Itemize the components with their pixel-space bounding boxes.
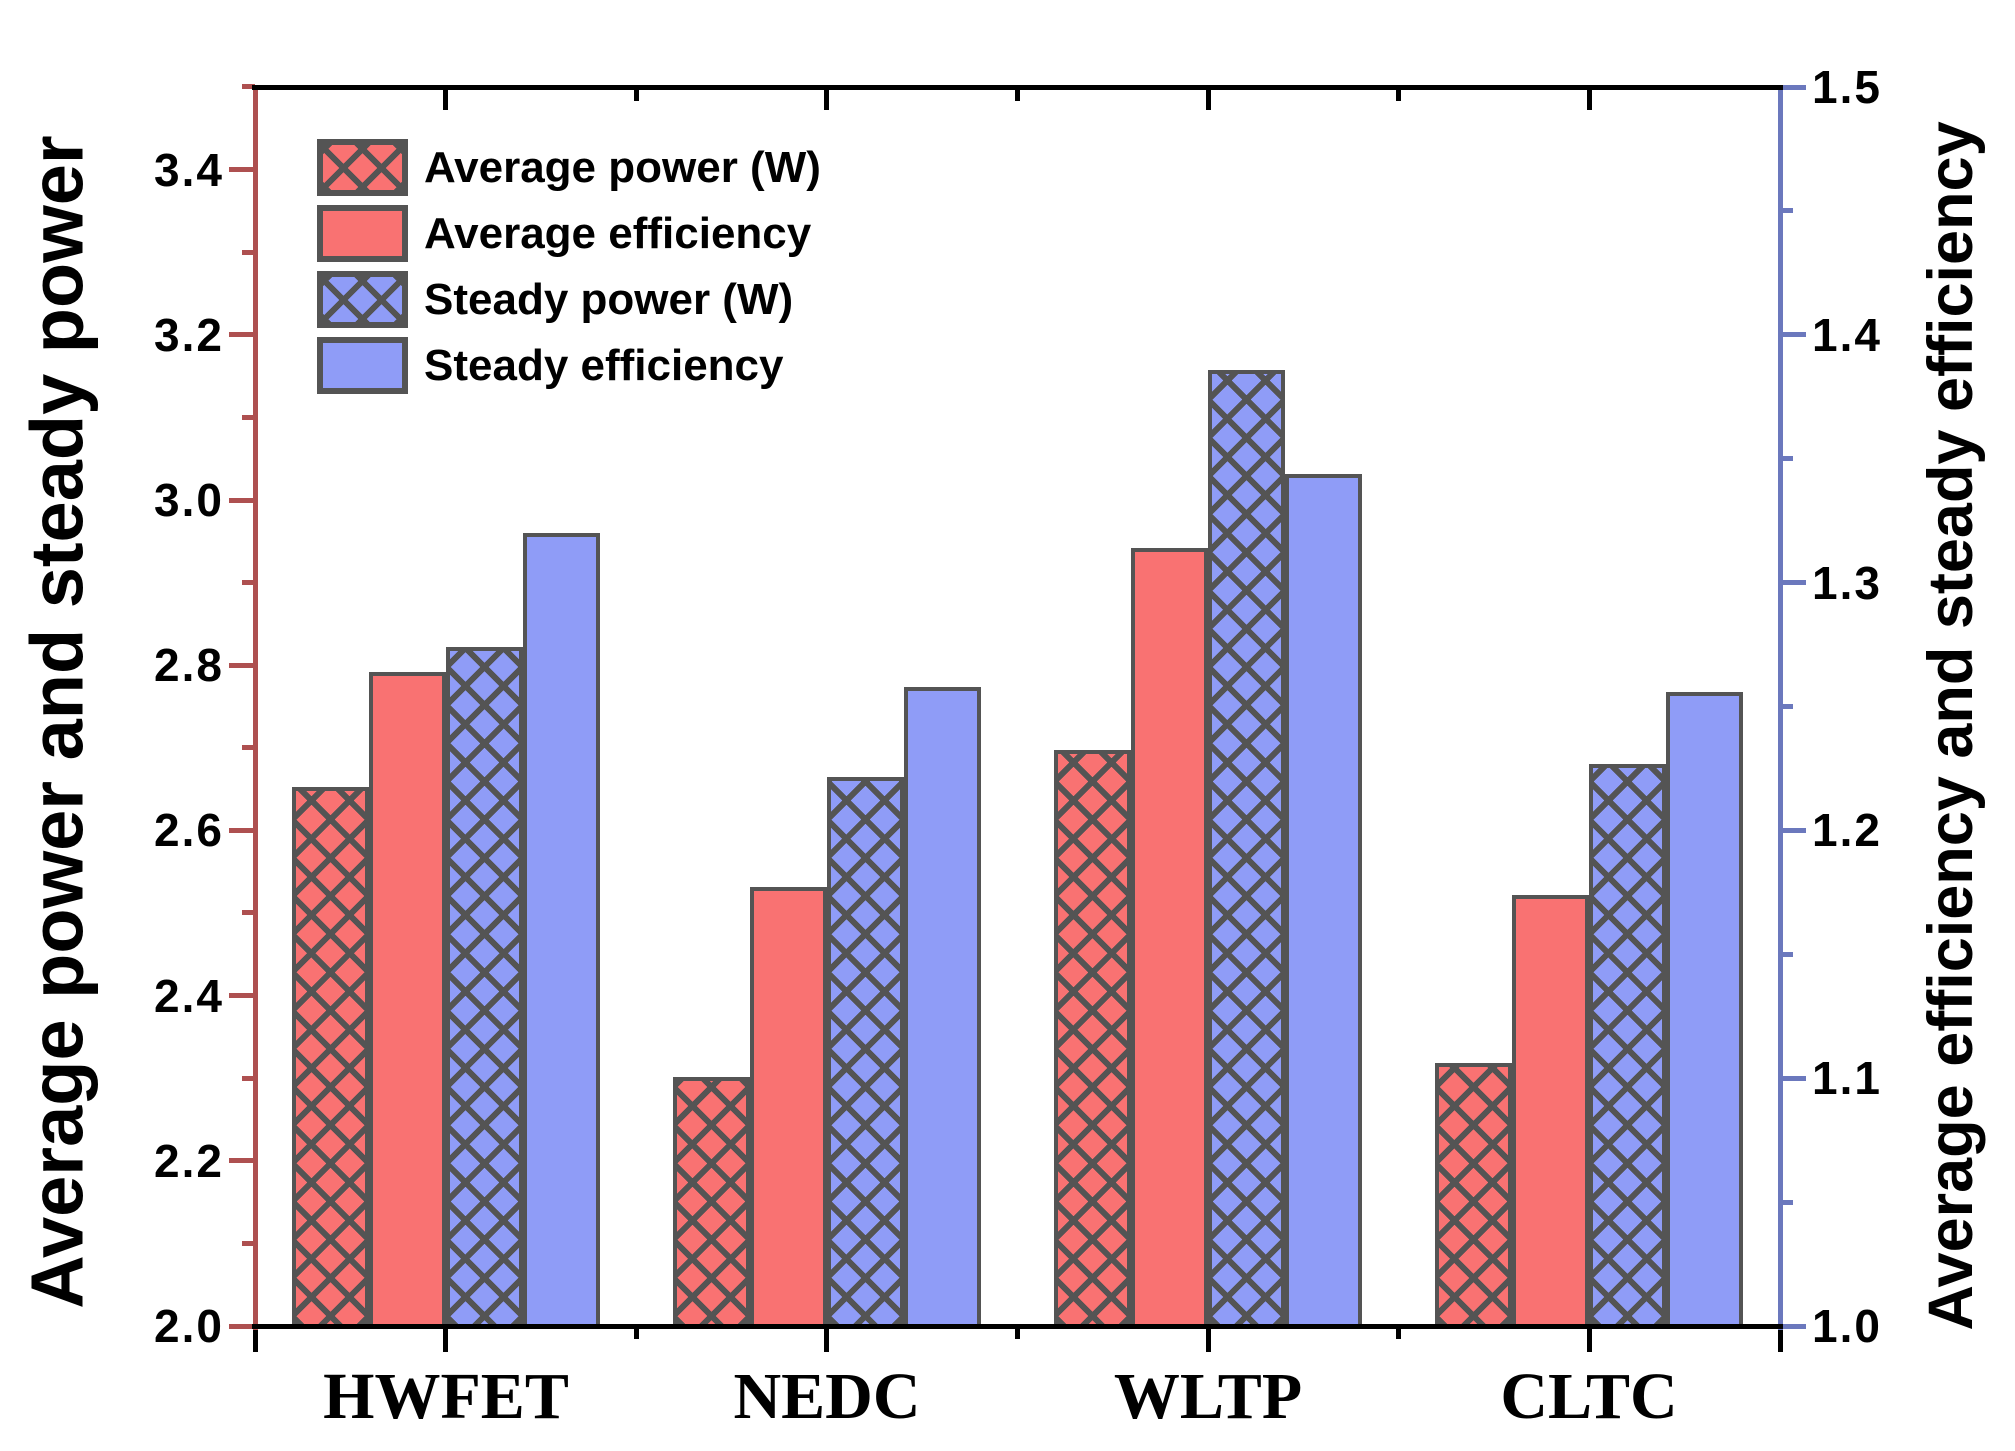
left-axis-major-tick <box>229 828 255 833</box>
bar-average-power-w-wltp <box>1054 750 1131 1328</box>
right-axis-minor-tick <box>1780 952 1793 957</box>
legend-item-average-efficiency: Average efficiency <box>317 205 821 262</box>
bar-steady-efficiency-hwfet <box>523 533 600 1328</box>
right-axis-major-tick <box>1780 85 1806 90</box>
left-axis-tick-label: 3.4 <box>154 144 224 196</box>
x-axis-major-tick <box>1587 1326 1592 1352</box>
right-axis-major-tick <box>1780 1076 1806 1081</box>
right-axis-minor-tick <box>1780 208 1793 213</box>
right-axis-tick-label: 1.1 <box>1812 1052 1882 1104</box>
left-axis-tick-label: 2.8 <box>154 639 224 691</box>
x-axis-major-tick <box>1206 1326 1211 1352</box>
right-axis-line <box>1778 87 1783 1330</box>
bar-steady-efficiency-wltp <box>1285 474 1362 1328</box>
x-axis-top-major-tick <box>1206 89 1211 110</box>
category-label-hwfet: HWFET <box>323 1360 569 1433</box>
left-axis-minor-tick <box>242 250 255 255</box>
x-axis-minor-tick <box>634 1326 639 1339</box>
left-axis-minor-tick <box>242 745 255 750</box>
left-axis-tick-label: 2.2 <box>154 1135 224 1187</box>
left-axis-major-tick <box>229 1158 255 1163</box>
category-label-nedc: NEDC <box>733 1360 921 1433</box>
x-axis-top-minor-tick <box>1396 89 1401 101</box>
right-axis-major-tick <box>1780 580 1806 585</box>
legend: Average power (W) Average efficiency Ste… <box>317 139 821 403</box>
bar-steady-power-w-cltc <box>1589 764 1666 1328</box>
x-axis-top-minor-tick <box>634 89 639 101</box>
left-axis-minor-tick <box>242 84 255 89</box>
category-label-wltp: WLTP <box>1113 1360 1303 1433</box>
right-axis-tick-label: 1.3 <box>1812 557 1882 609</box>
legend-item-steady-power: Steady power (W) <box>317 271 821 328</box>
x-axis-top-major-tick <box>1587 89 1592 110</box>
legend-swatch-average-power <box>317 139 408 196</box>
legend-label: Average efficiency <box>424 209 812 258</box>
bar-average-efficiency-hwfet <box>369 672 446 1328</box>
x-axis-top-major-tick <box>824 89 829 110</box>
x-axis-minor-tick <box>1778 1326 1783 1352</box>
legend-label: Average power (W) <box>424 143 821 192</box>
legend-label: Steady efficiency <box>424 341 784 390</box>
right-axis-tick-label: 1.5 <box>1812 61 1882 113</box>
x-axis-minor-tick <box>253 1326 258 1352</box>
left-axis-major-tick <box>229 1324 255 1329</box>
right-axis-minor-tick <box>1780 456 1793 461</box>
bar-steady-power-w-nedc <box>827 777 904 1328</box>
bar-average-power-w-cltc <box>1435 1063 1512 1328</box>
legend-swatch-steady-power <box>317 271 408 328</box>
right-axis-major-tick <box>1780 332 1806 337</box>
right-axis-major-tick <box>1780 828 1806 833</box>
left-axis-major-tick <box>229 167 255 172</box>
right-axis-tick-label: 1.2 <box>1812 804 1882 856</box>
left-axis-minor-tick <box>242 1241 255 1246</box>
left-axis-tick-label: 2.4 <box>154 970 224 1022</box>
x-axis-minor-tick <box>1015 1326 1020 1339</box>
right-axis-minor-tick <box>1780 704 1793 709</box>
left-axis-line <box>253 87 258 1330</box>
legend-swatch-average-efficiency <box>317 205 408 262</box>
x-axis-top-major-tick <box>443 89 448 110</box>
x-axis-top-minor-tick <box>1015 89 1020 101</box>
x-axis-minor-tick <box>1396 1326 1401 1339</box>
left-axis-tick-label: 3.2 <box>154 309 224 361</box>
left-axis-major-tick <box>229 498 255 503</box>
bar-average-power-w-hwfet <box>292 787 369 1328</box>
legend-item-average-power: Average power (W) <box>317 139 821 196</box>
legend-item-steady-efficiency: Steady efficiency <box>317 337 821 394</box>
right-axis-major-tick <box>1780 1324 1806 1329</box>
right-axis-tick-label: 1.0 <box>1812 1300 1882 1352</box>
right-axis-tick-label: 1.4 <box>1812 309 1882 361</box>
bar-average-power-w-nedc <box>673 1077 750 1328</box>
category-label-cltc: CLTC <box>1500 1360 1678 1433</box>
bar-steady-efficiency-nedc <box>904 687 981 1328</box>
x-axis-major-tick <box>443 1326 448 1352</box>
bar-steady-efficiency-cltc <box>1666 692 1743 1328</box>
left-axis-tick-label: 2.6 <box>154 804 224 856</box>
top-axis-line <box>252 85 1783 90</box>
bar-steady-power-w-hwfet <box>446 647 523 1328</box>
left-axis-minor-tick <box>242 580 255 585</box>
left-axis-minor-tick <box>242 910 255 915</box>
left-axis-minor-tick <box>242 1076 255 1081</box>
left-axis-tick-label: 3.0 <box>154 474 224 526</box>
bar-average-efficiency-cltc <box>1512 895 1589 1328</box>
left-axis-major-tick <box>229 993 255 998</box>
left-axis-tick-label: 2.0 <box>154 1300 224 1352</box>
legend-label: Steady power (W) <box>424 275 794 324</box>
right-axis-minor-tick <box>1780 1200 1793 1205</box>
right-axis-title: Average efficiency and steady efficiency <box>1916 121 1986 1331</box>
bar-average-efficiency-wltp <box>1131 548 1208 1328</box>
left-axis-major-tick <box>229 332 255 337</box>
x-axis-major-tick <box>824 1326 829 1352</box>
legend-swatch-steady-efficiency <box>317 337 408 394</box>
bar-average-efficiency-nedc <box>750 887 827 1328</box>
left-axis-minor-tick <box>242 415 255 420</box>
left-axis-major-tick <box>229 663 255 668</box>
bottom-axis-line <box>252 1324 1783 1329</box>
bar-steady-power-w-wltp <box>1208 370 1285 1328</box>
